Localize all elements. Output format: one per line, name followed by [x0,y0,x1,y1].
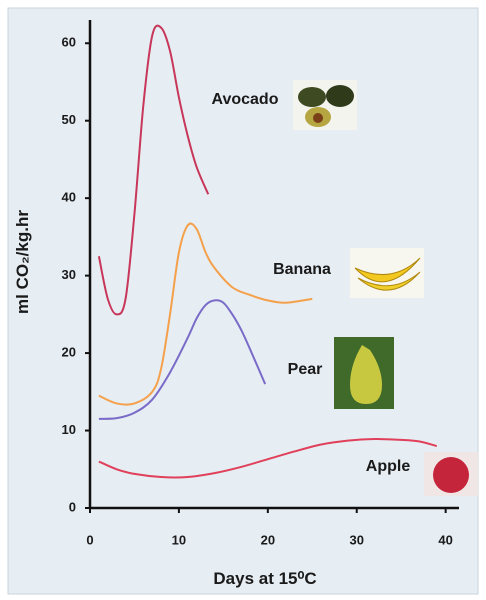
series-label: Apple [366,458,411,475]
x-tick-label: 10 [172,532,186,547]
apple-icon [424,452,478,496]
y-tick-label: 10 [62,422,76,437]
x-tick-label: 40 [438,532,452,547]
chart-background [7,7,479,595]
y-axis-label: ml CO₂/kg.hr [13,210,32,314]
series-label: Avocado [212,91,279,108]
y-tick-label: 20 [62,345,76,360]
pear-icon [334,337,394,409]
x-tick-label: 30 [350,532,364,547]
line-series [98,222,313,406]
x-axis-label: Days at 15⁰C [213,569,316,588]
x-tick-label: 0 [86,532,93,547]
y-tick-label: 40 [62,190,76,205]
banana-icon [350,248,424,298]
x-tick-label: 20 [261,532,275,547]
y-tick-label: 0 [69,499,76,514]
avocado-icon [293,80,357,130]
series-label: Pear [288,361,323,378]
y-tick-label: 60 [62,35,76,50]
y-tick-label: 30 [62,267,76,282]
y-tick-label: 50 [62,112,76,127]
series-label: Banana [273,261,331,278]
line-series [98,438,438,479]
line-series [98,299,267,420]
line-series [97,24,210,316]
